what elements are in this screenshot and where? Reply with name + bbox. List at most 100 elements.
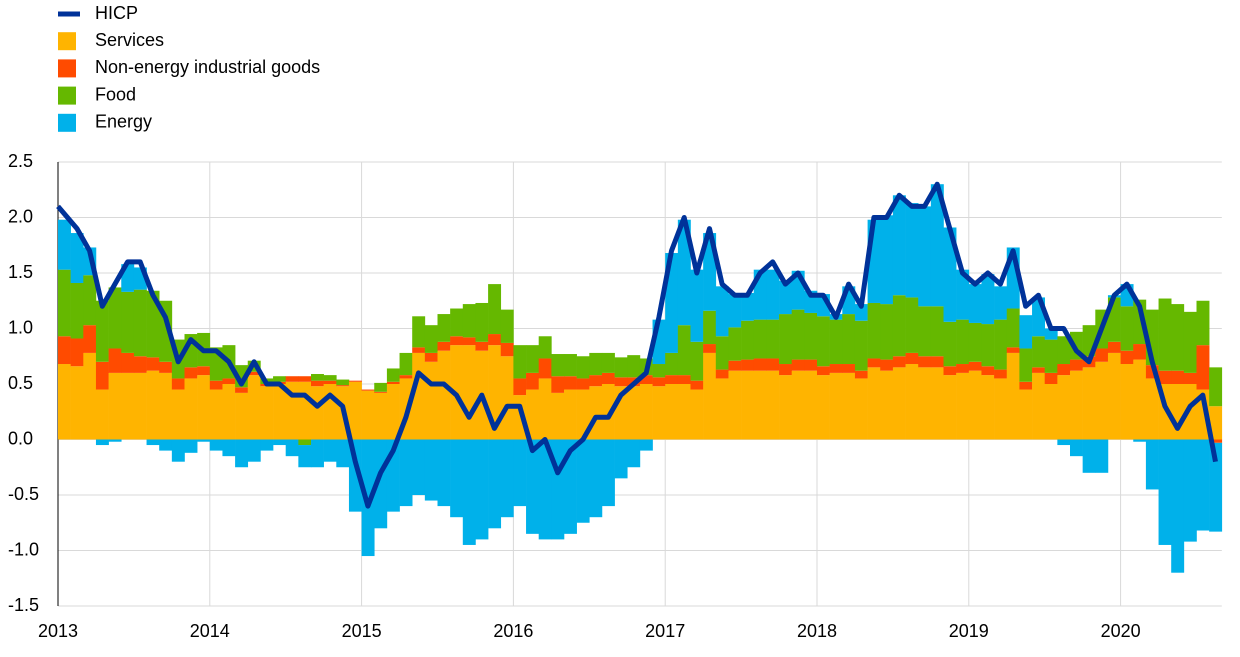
bar-segment	[741, 292, 755, 321]
bar-segment	[171, 389, 185, 440]
bar-segment	[1044, 384, 1058, 440]
bar-segment	[412, 347, 426, 353]
bar-segment	[462, 304, 476, 338]
bar-segment	[348, 380, 362, 382]
bar-segment	[298, 439, 312, 446]
bar-segment	[956, 319, 970, 365]
bar-segment	[247, 375, 261, 440]
bar-segment	[70, 233, 84, 283]
x-tick-label: 2017	[645, 621, 685, 641]
bar-segment	[1057, 364, 1071, 376]
x-tick-label: 2013	[38, 621, 78, 641]
bar-segment	[133, 356, 147, 373]
bar-segment	[880, 215, 894, 305]
bar-segment	[981, 375, 995, 440]
bar-segment	[133, 372, 147, 440]
bar-segment	[1133, 359, 1147, 440]
legend-label: HICP	[95, 3, 138, 23]
bar-segment	[488, 334, 502, 346]
bar-segment	[209, 439, 223, 451]
bar-segment	[690, 389, 704, 440]
bar-segment	[905, 203, 919, 298]
bar-segment	[260, 439, 274, 451]
bar-segment	[576, 389, 590, 440]
bar-segment	[741, 370, 755, 440]
bar-segment	[462, 345, 476, 440]
bar-segment	[1019, 389, 1033, 440]
bar-segment	[513, 439, 527, 507]
legend-label: Services	[95, 30, 164, 50]
bar-segment	[703, 344, 717, 353]
bar-segment	[424, 361, 438, 440]
bar-segment	[311, 386, 324, 440]
bar-segment	[159, 361, 173, 373]
y-tick-label: 0.5	[8, 373, 33, 393]
bar-segment	[1070, 439, 1083, 457]
bar-segment	[880, 359, 894, 371]
bar-segment	[1209, 439, 1223, 443]
bar-segment	[285, 439, 299, 457]
bar-segment	[83, 352, 97, 440]
bar-segment	[728, 294, 742, 328]
bar-segment	[538, 378, 552, 440]
bar-segment	[488, 284, 502, 335]
bar-segment	[677, 384, 691, 440]
bar-segment	[184, 439, 198, 453]
bar-segment	[437, 439, 451, 507]
bar-segment	[235, 439, 249, 468]
legend-label: Non-energy industrial goods	[95, 57, 320, 77]
bar-segment	[551, 392, 565, 440]
bar-segment	[892, 367, 906, 440]
bar-segment	[1120, 364, 1134, 440]
bar-segment	[956, 372, 970, 440]
bar-segment	[323, 380, 337, 384]
bar-segment	[564, 354, 577, 377]
bar-segment	[70, 366, 84, 440]
y-tick-label: 2.0	[8, 206, 33, 226]
bar-segment	[981, 274, 995, 325]
bar-segment	[576, 378, 590, 390]
bar-segment	[273, 384, 286, 440]
bar-segment	[576, 356, 590, 379]
bar-segment	[652, 386, 666, 440]
bar-segment	[766, 370, 780, 440]
bar-segment	[842, 364, 856, 373]
bar-segment	[1006, 352, 1020, 440]
bar-segment	[412, 316, 426, 348]
bar-segment	[930, 306, 944, 357]
bar-segment	[589, 375, 603, 387]
bar-segment	[1032, 372, 1045, 440]
bar-segment	[564, 439, 577, 534]
y-tick-label: 1.0	[8, 317, 33, 337]
bar-segment	[58, 364, 71, 440]
bar-segment	[146, 290, 160, 358]
y-tick-label: -1.0	[8, 539, 39, 559]
x-tick-label: 2014	[190, 621, 230, 641]
bar-segment	[526, 389, 539, 440]
bar-segment	[918, 206, 932, 307]
bar-segment	[930, 184, 944, 307]
bar-segment	[1158, 370, 1172, 384]
bar-segment	[323, 375, 337, 381]
bar-segment	[386, 368, 400, 382]
bar-segment	[513, 378, 527, 396]
bar-segment	[981, 366, 995, 376]
bar-segment	[829, 372, 843, 440]
bar-segment	[500, 439, 514, 518]
bar-segment	[437, 350, 451, 440]
bar-segment	[171, 439, 185, 462]
bar-segment	[247, 371, 261, 376]
bar-segment	[1183, 372, 1197, 384]
bar-segment	[399, 439, 413, 507]
bar-segment	[500, 342, 514, 357]
bar-segment	[829, 319, 843, 365]
bar-segment	[184, 378, 198, 440]
bar-segment	[1145, 378, 1159, 440]
bar-segment	[1133, 344, 1147, 360]
bar-segment	[298, 381, 312, 440]
bar-segment	[83, 275, 97, 326]
bar-segment	[791, 370, 805, 440]
bar-segment	[1171, 304, 1185, 371]
bar-segment	[348, 381, 362, 440]
bar-segment	[1183, 311, 1197, 373]
